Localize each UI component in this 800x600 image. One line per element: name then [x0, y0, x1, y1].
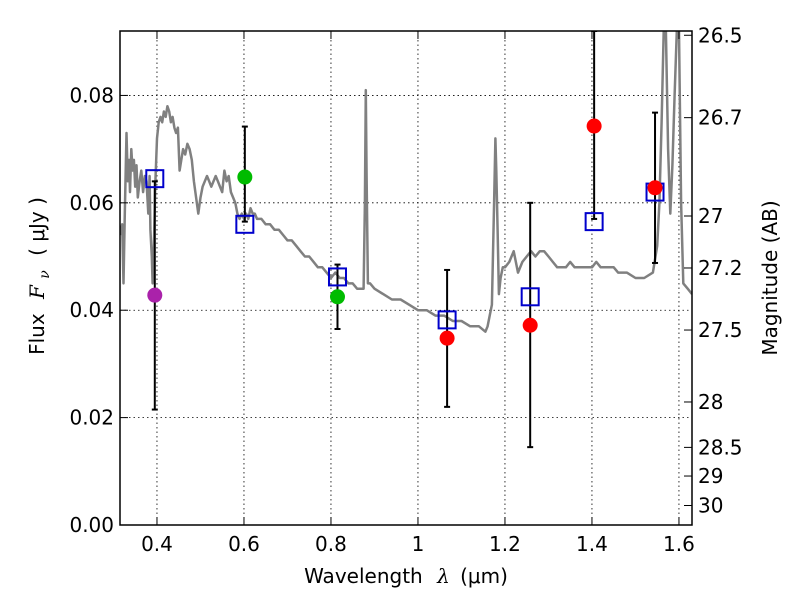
plot-frame	[119, 30, 693, 526]
y2-axis-label: Magnitude (AB)	[758, 200, 782, 355]
x-tick-label: 1	[412, 532, 425, 556]
y-tick-label: 0.08	[69, 83, 114, 107]
model-photometry-square	[584, 212, 604, 232]
x-axis: 0.4 0.6 0.8 1 1.2 1.4 1.6	[141, 31, 695, 556]
observed-photometry-point	[237, 169, 253, 185]
observed-photometry-point	[147, 287, 163, 303]
model-photometry-square	[327, 267, 347, 287]
x-tick-label: 0.6	[228, 532, 260, 556]
y-tick-label: 0.02	[69, 406, 114, 430]
x-axis-label-symbol: λ	[436, 564, 450, 588]
y-axis-label-prefix: Flux	[25, 313, 49, 355]
observed-photometry-point	[522, 317, 538, 333]
observed-photometry-point	[586, 118, 602, 134]
model-photometry-square	[520, 287, 540, 307]
y-tick-label: 0.06	[69, 191, 114, 215]
y2-tick-label: 27.5	[698, 318, 743, 342]
grid	[120, 31, 692, 526]
y2-tick-label: 27	[698, 204, 723, 228]
y2-tick-label: 26.5	[698, 23, 743, 47]
observed-photometry-point	[439, 330, 455, 346]
y-tick-label: 0.04	[69, 298, 114, 322]
x-axis-label: Wavelength λ (μm)	[304, 564, 508, 588]
model-spectrum-line	[120, 31, 692, 333]
observed-photometry-point	[329, 289, 345, 305]
x-tick-label: 0.8	[315, 532, 347, 556]
x-tick-label: 1.4	[576, 532, 608, 556]
y-axis-label-unit: ( μJy )	[25, 197, 49, 256]
y2-tick-label: 28	[698, 390, 723, 414]
y-axis-label: Flux F ν ( μJy )	[25, 197, 54, 355]
y2-tick-label: 28.5	[698, 435, 743, 459]
x-axis-label-unit: (μm)	[460, 564, 508, 588]
y2-axis: 26.5 26.7 27 27.2 27.5 28 28.5 29 30	[684, 23, 743, 518]
plot-area	[120, 31, 692, 449]
y2-tick-label: 26.7	[698, 106, 743, 130]
y-tick-label: 0.00	[69, 513, 114, 537]
y2-tick-label: 30	[698, 494, 723, 518]
x-tick-label: 1.6	[663, 532, 695, 556]
y-axis-label-symbol: F	[25, 284, 49, 300]
y2-tick-label: 27.2	[698, 256, 743, 280]
y-axis-label-subscript: ν	[37, 270, 53, 279]
y2-tick-label: 29	[698, 464, 723, 488]
y-axis: 0.00 0.02 0.04 0.06 0.08	[69, 83, 128, 537]
observed-photometry-point	[647, 180, 663, 196]
x-tick-label: 0.4	[141, 532, 173, 556]
x-axis-label-prefix: Wavelength	[304, 564, 423, 588]
x-tick-label: 1.2	[489, 532, 521, 556]
series-group	[120, 31, 692, 449]
model-photometry-square	[145, 169, 165, 189]
model-photometry-square	[437, 310, 457, 330]
model-photometry-square	[235, 214, 255, 234]
